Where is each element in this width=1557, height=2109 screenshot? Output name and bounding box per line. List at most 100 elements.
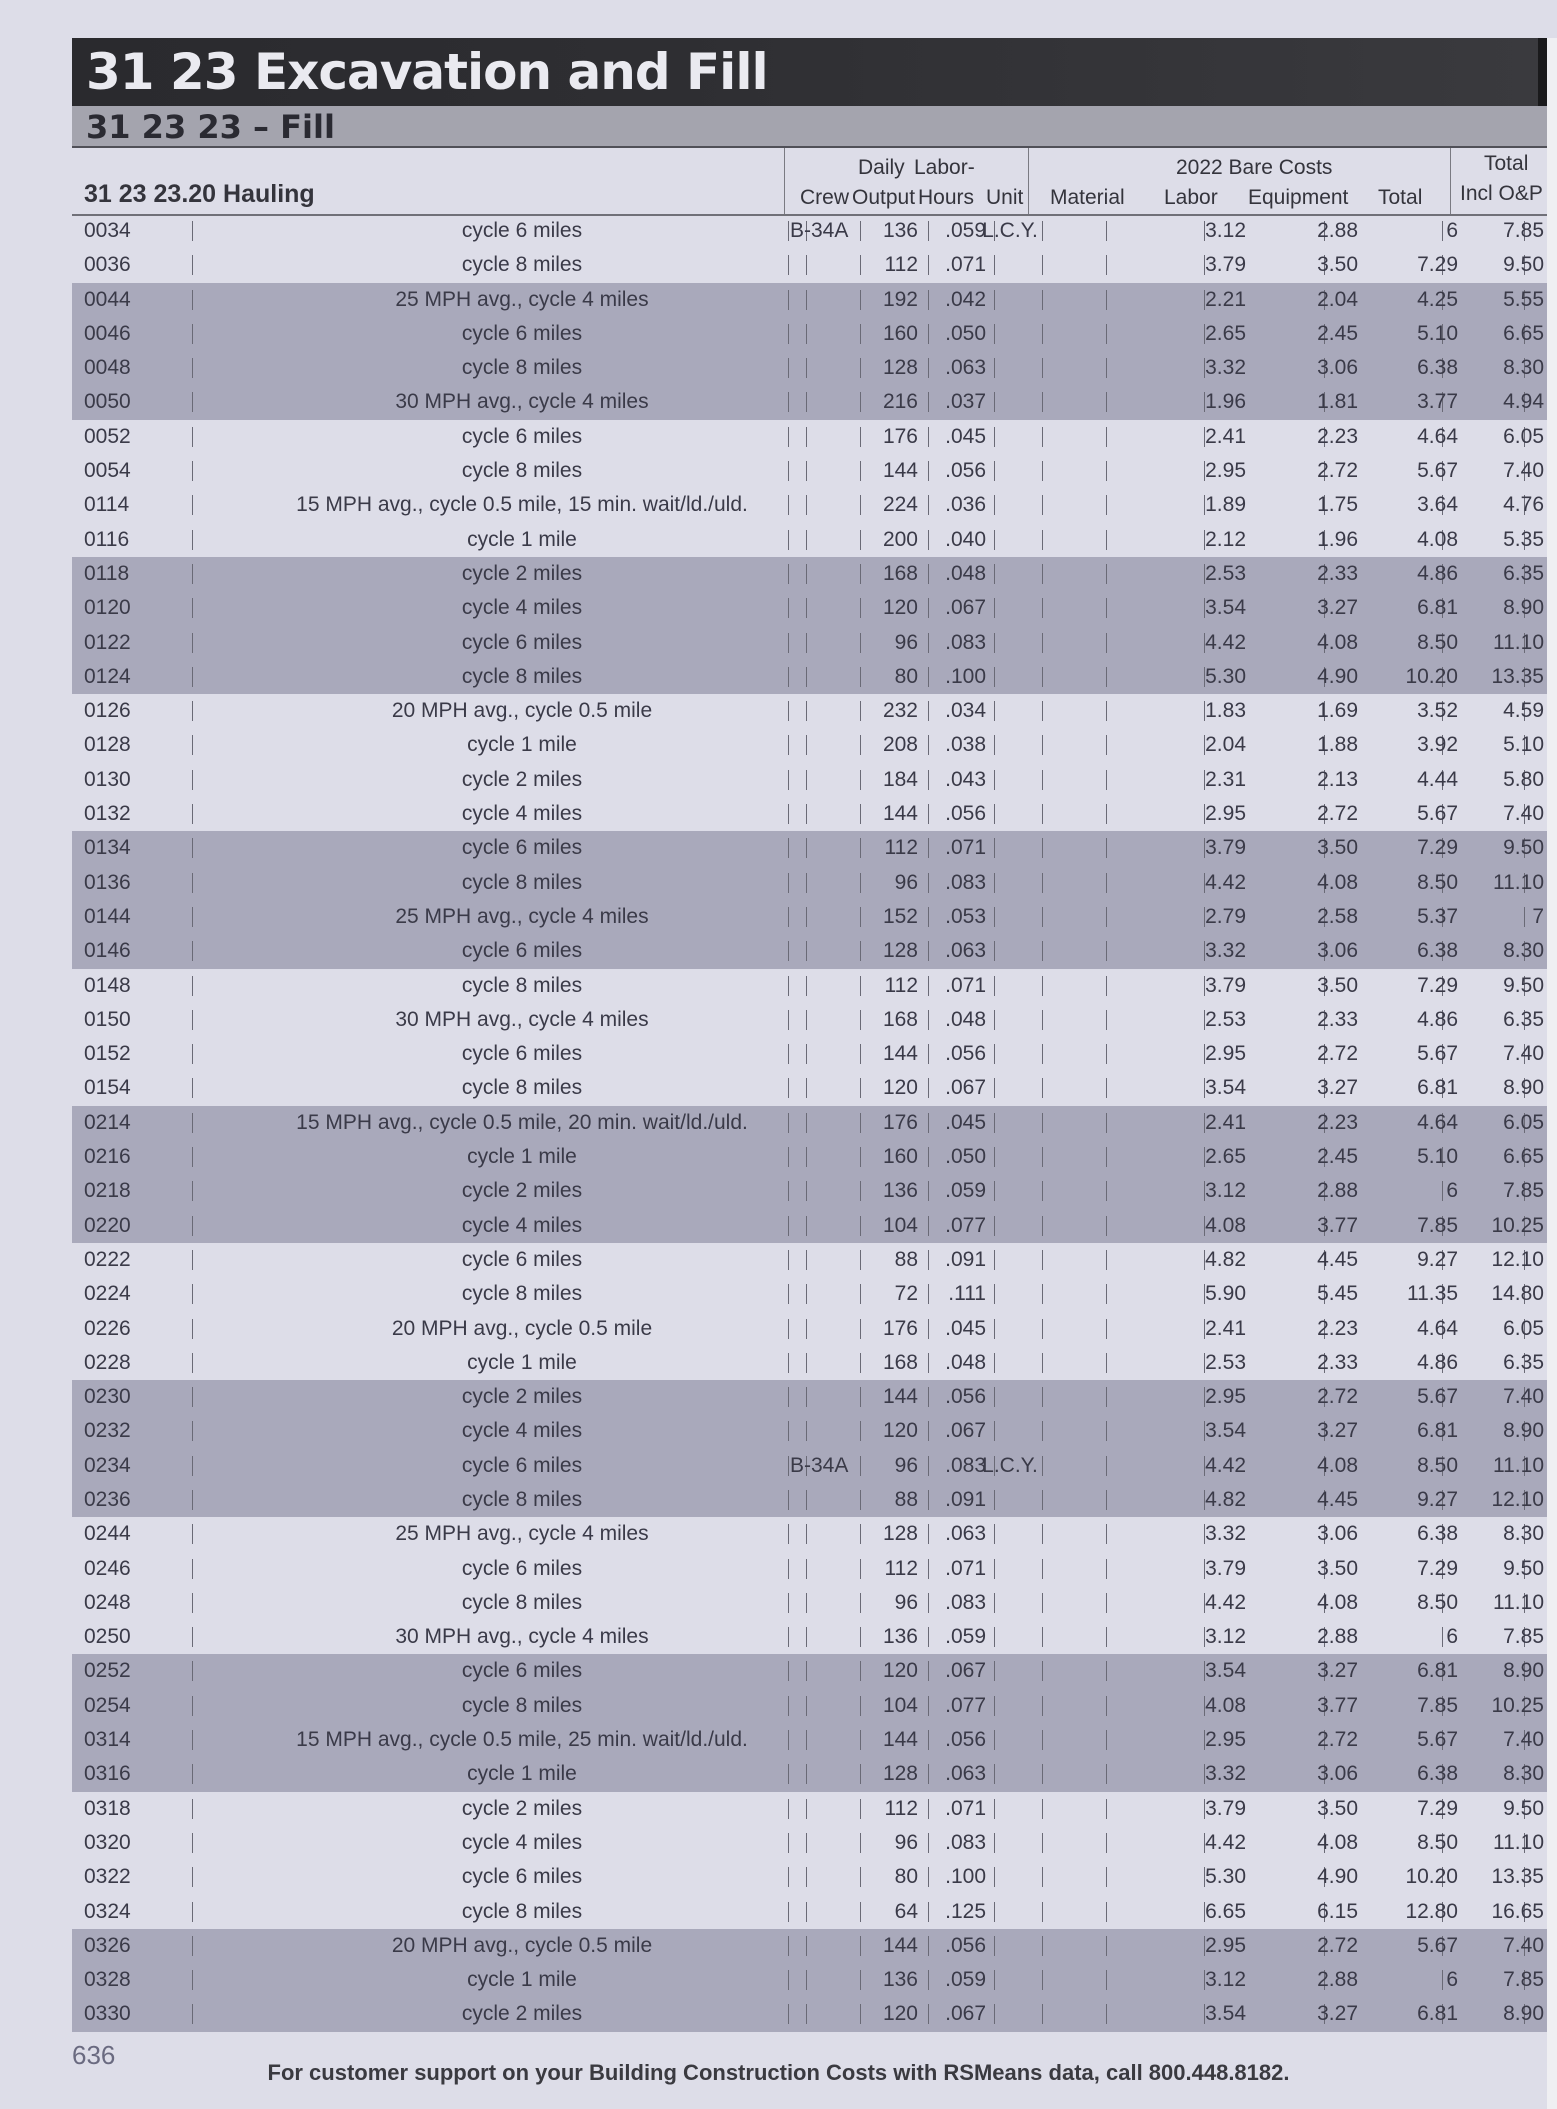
cell-line-code: 0244 bbox=[84, 1522, 131, 1546]
column-rule bbox=[788, 1798, 789, 1819]
cell-total-cost: 3.52 bbox=[1417, 699, 1458, 723]
column-rule bbox=[860, 461, 861, 482]
column-rule bbox=[1042, 1489, 1043, 1510]
cell-labor-hours: .056 bbox=[945, 459, 986, 483]
column-rule bbox=[1204, 1661, 1205, 1682]
column-rule bbox=[1106, 941, 1107, 962]
column-rule bbox=[1442, 941, 1443, 962]
column-rule bbox=[928, 1284, 929, 1305]
column-rule bbox=[806, 1935, 807, 1956]
column-rule bbox=[1442, 666, 1443, 687]
cell-total-cost: 4.08 bbox=[1417, 527, 1458, 551]
cell-total-incl-op: 11.10 bbox=[1493, 870, 1544, 894]
column-rule bbox=[860, 1044, 861, 1065]
column-rule bbox=[1204, 1832, 1205, 1853]
column-rule bbox=[806, 1352, 807, 1373]
column-rule bbox=[788, 1181, 789, 1202]
cell-labor-cost: 2.41 bbox=[1205, 1316, 1246, 1340]
cell-labor-cost: 3.12 bbox=[1205, 1968, 1246, 1992]
cell-labor-hours: .071 bbox=[945, 973, 986, 997]
column-rule bbox=[1324, 495, 1325, 516]
cell-labor-cost: 3.79 bbox=[1205, 973, 1246, 997]
column-rule bbox=[1524, 632, 1525, 653]
cell-labor-hours: .125 bbox=[945, 1899, 986, 1923]
cell-total-incl-op: 4.59 bbox=[1503, 699, 1544, 723]
cell-daily-output: 208 bbox=[882, 733, 918, 757]
column-rule bbox=[192, 1935, 193, 1956]
cell-line-code: 0148 bbox=[84, 973, 131, 997]
column-rule bbox=[788, 358, 789, 379]
cell-daily-output: 120 bbox=[882, 1076, 918, 1100]
cell-labor-cost: 6.65 bbox=[1205, 1899, 1246, 1923]
column-rule bbox=[1042, 1181, 1043, 1202]
column-rule bbox=[1106, 1318, 1107, 1339]
table-row: 0218 cycle 2 miles 136 .059 3.12 2.88 6 7.85 bbox=[72, 1174, 1550, 1209]
column-rule bbox=[1204, 358, 1205, 379]
cell-total-incl-op: 9.50 bbox=[1503, 836, 1544, 860]
column-rule bbox=[1442, 1318, 1443, 1339]
column-rule bbox=[1106, 769, 1107, 790]
cell-labor-cost: 3.79 bbox=[1205, 253, 1246, 277]
column-rule bbox=[192, 392, 193, 413]
column-rule bbox=[1204, 1421, 1205, 1442]
column-rule bbox=[1324, 1592, 1325, 1613]
column-rule bbox=[994, 666, 995, 687]
column-rule bbox=[192, 1901, 193, 1922]
cell-daily-output: 80 bbox=[894, 1865, 918, 1889]
cell-labor-cost: 5.30 bbox=[1205, 664, 1246, 688]
cell-daily-output: 168 bbox=[882, 1007, 918, 1031]
cell-labor-hours: .083 bbox=[945, 1453, 986, 1477]
column-rule bbox=[1106, 358, 1107, 379]
column-rule bbox=[928, 975, 929, 996]
cell-daily-output: 120 bbox=[882, 1659, 918, 1683]
column-rule bbox=[1106, 221, 1107, 241]
column-rule bbox=[788, 838, 789, 859]
column-rule bbox=[994, 1112, 995, 1133]
column-rule bbox=[1106, 1181, 1107, 1202]
column-rule bbox=[1324, 1112, 1325, 1133]
column-rule bbox=[806, 1318, 807, 1339]
column-rule bbox=[1204, 1489, 1205, 1510]
table-row: 0048 cycle 8 miles 128 .063 3.32 3.06 6.38 8.30 bbox=[72, 351, 1550, 386]
cell-description: cycle 8 miles bbox=[461, 1487, 583, 1511]
cell-unit: L.C.Y. bbox=[982, 1453, 1038, 1477]
cell-daily-output: 192 bbox=[882, 287, 918, 311]
table-row: 0234 cycle 6 miles B-34A 96 .083 L.C.Y. 4.42 4.… bbox=[72, 1448, 1550, 1483]
column-rule bbox=[1442, 323, 1443, 344]
column-rule bbox=[1324, 1970, 1325, 1991]
column-rule bbox=[806, 975, 807, 996]
cell-labor-cost: 3.54 bbox=[1205, 596, 1246, 620]
page-title: 31 23 Excavation and Fill bbox=[86, 43, 769, 101]
column-rule bbox=[860, 941, 861, 962]
column-rule bbox=[806, 1044, 807, 1065]
column-rule bbox=[928, 323, 929, 344]
column-rule bbox=[1106, 666, 1107, 687]
column-rule bbox=[192, 461, 193, 482]
column-rule bbox=[1204, 1284, 1205, 1305]
column-rule bbox=[1042, 1592, 1043, 1613]
column-rule bbox=[1204, 1249, 1205, 1270]
column-rule bbox=[994, 701, 995, 722]
table-row: 0326 20 MPH avg., cycle 0.5 mile 144 .056 2.… bbox=[72, 1928, 1550, 1964]
column-rule bbox=[928, 1352, 929, 1373]
column-rule bbox=[1524, 1318, 1525, 1339]
cell-description: cycle 4 miles bbox=[461, 1419, 583, 1443]
column-rule bbox=[1524, 906, 1525, 927]
column-rule bbox=[1524, 255, 1525, 276]
cell-line-code: 0228 bbox=[84, 1350, 131, 1374]
column-rule bbox=[806, 529, 807, 550]
column-rule bbox=[1324, 941, 1325, 962]
cell-total-incl-op: 11.10 bbox=[1493, 1590, 1544, 1614]
cell-daily-output: 128 bbox=[882, 939, 918, 963]
cell-daily-output: 232 bbox=[882, 699, 918, 723]
column-rule bbox=[806, 1455, 807, 1476]
column-rule bbox=[806, 906, 807, 927]
column-rule bbox=[1204, 975, 1205, 996]
cell-labor-hours: .059 bbox=[945, 1179, 986, 1203]
cell-labor-cost: 3.12 bbox=[1205, 219, 1246, 242]
column-rule bbox=[928, 1524, 929, 1545]
column-rule bbox=[1042, 1695, 1043, 1716]
column-rule bbox=[1524, 1284, 1525, 1305]
cell-labor-cost: 4.82 bbox=[1205, 1487, 1246, 1511]
cell-line-code: 0044 bbox=[84, 287, 131, 311]
